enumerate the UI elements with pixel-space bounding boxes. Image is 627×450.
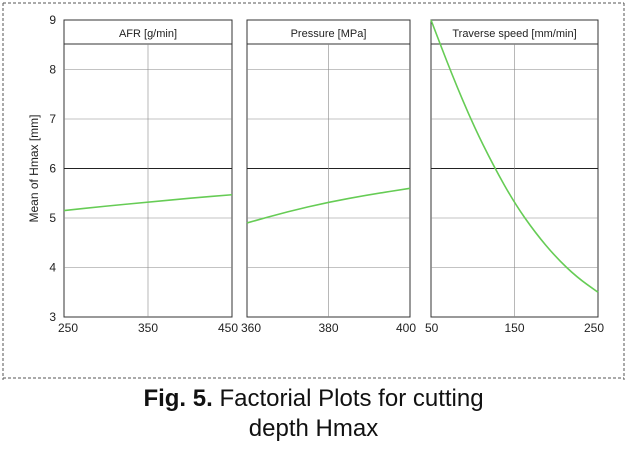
factorial-plot: Mean of Hmax [mm] 3 4 5 6 7 8 9 AFR [g/min] 250 35… (2, 2, 625, 380)
series-line (63, 193, 233, 212)
caption-label: Fig. 5. (143, 385, 213, 412)
panel-title: AFR [g/min] (119, 28, 177, 40)
y-axis-label: Mean of Hmax [mm] (27, 114, 41, 222)
x-tick-label: 380 (318, 321, 338, 335)
caption-text-line2: depth Hmax (248, 415, 379, 442)
y-tick-label: 7 (49, 112, 56, 126)
x-tick-label: 250 (584, 321, 604, 335)
series-line (246, 187, 411, 224)
caption-text: Factorial Plots for cutting (219, 385, 484, 412)
x-tick-label: 400 (396, 321, 416, 335)
panel-gap (232, 20, 247, 317)
x-tick-label: 250 (58, 321, 78, 335)
y-tick-label: 3 (49, 310, 56, 324)
x-tick-label: 50 (425, 321, 439, 335)
y-tick-label: 9 (49, 13, 56, 27)
y-tick-label: 4 (49, 261, 56, 275)
y-tick-label: 8 (49, 63, 56, 77)
x-tick-label: 360 (241, 321, 261, 335)
figure-caption: Fig. 5. Factorial Plots for cutting dept… (0, 384, 627, 444)
y-tick-label: 5 (49, 211, 56, 225)
x-tick-label: 450 (218, 321, 238, 335)
series-line (430, 19, 599, 293)
panel-gap (410, 20, 431, 317)
y-tick-label: 6 (49, 162, 56, 176)
panel-title: Traverse speed [mm/min] (452, 28, 576, 40)
x-tick-label: 350 (138, 321, 158, 335)
panel-title: Pressure [MPa] (291, 28, 367, 40)
x-tick-label: 150 (504, 321, 524, 335)
